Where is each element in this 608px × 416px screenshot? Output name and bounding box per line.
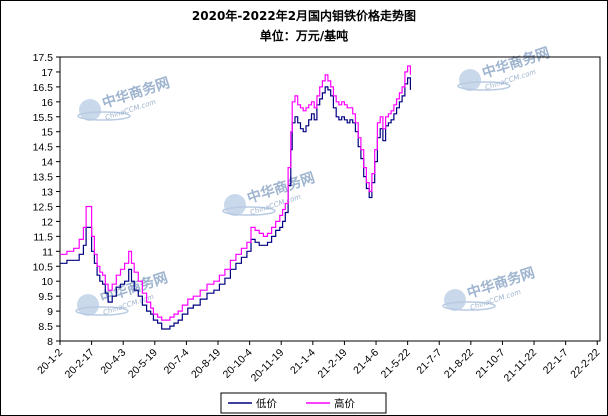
y-tick-label: 10 (41, 276, 53, 288)
globe-icon (459, 69, 481, 91)
y-tick-label: 9.5 (38, 291, 53, 303)
y-tick-label: 17 (41, 67, 53, 79)
x-tick-label: 22-1-7 (541, 347, 571, 377)
y-tick-label: 8.5 (38, 321, 53, 333)
legend-label: 高价 (334, 397, 355, 410)
y-tick-label: 10.5 (33, 261, 54, 273)
y-tick-label: 9 (47, 306, 53, 318)
globe-icon (444, 289, 466, 311)
legend-label: 低价 (256, 397, 277, 410)
x-tick-label: 20-5-19 (126, 347, 160, 381)
chart-subtitle: 单位：万元/基吨 (259, 29, 349, 43)
series-line (60, 77, 411, 330)
y-tick-label: 14.5 (33, 142, 54, 154)
swoosh-icon (442, 301, 496, 311)
globe-icon (79, 99, 101, 121)
swoosh-icon (75, 306, 129, 316)
x-tick-label: 20-7-4 (162, 347, 192, 377)
x-tick-label: 20-2-17 (63, 347, 97, 381)
x-tick-label: 21-2-19 (315, 347, 349, 381)
y-tick-label: 13.5 (33, 172, 54, 184)
x-tick-label: 21-7-7 (414, 347, 444, 377)
x-tick-label: 20-4-3 (98, 347, 128, 377)
x-tick-label: 20-8-19 (189, 347, 223, 381)
x-tick-label: 22-2-22 (568, 347, 602, 381)
y-tick-label: 13 (41, 187, 53, 199)
y-tick-label: 11.5 (33, 231, 53, 243)
x-tick-label: 20-11-19 (249, 347, 287, 385)
legend-box (220, 392, 387, 414)
swoosh-icon (77, 111, 131, 121)
y-tick-label: 12 (41, 216, 53, 228)
y-tick-label: 15 (41, 127, 53, 139)
series-layer (60, 65, 411, 330)
x-axis: 20-1-220-2-17 20-4-320-5-19 20-7-420-8-19 2… (35, 341, 602, 384)
y-tick-label: 8 (47, 336, 53, 348)
plot-area (59, 56, 601, 342)
y-tick-label: 17.5 (33, 52, 54, 64)
legend: 低价 高价 (220, 392, 387, 414)
y-tick-label: 16 (41, 97, 53, 109)
y-tick-label: 12.5 (33, 201, 54, 213)
x-tick-label: 21-4-6 (351, 347, 381, 377)
x-tick-label: 20-1-2 (35, 347, 65, 377)
x-tick-label: 21-8-22 (442, 347, 476, 381)
swoosh-icon (222, 206, 276, 216)
y-tick-label: 11 (42, 246, 53, 258)
x-tick-label: 21-1-4 (288, 347, 318, 377)
chart-title: 2020年-2022年2月国内钼铁价格走势图 (191, 9, 417, 23)
y-tick-label: 16.5 (33, 82, 54, 94)
y-axis: 8 8.5 9 9.5 10 10.5 11 11.5 12 12.5 13 13.5 14 14.5 15… (33, 52, 60, 348)
y-tick-label: 15.5 (33, 112, 54, 124)
globe-icon (224, 194, 246, 216)
series-line (60, 65, 411, 321)
y-tick-label: 14 (41, 157, 53, 169)
x-tick-label: 21-5-22 (379, 347, 413, 381)
globe-icon (77, 294, 99, 316)
x-tick-label: 21-11-22 (502, 347, 540, 385)
swoosh-icon (457, 81, 511, 91)
